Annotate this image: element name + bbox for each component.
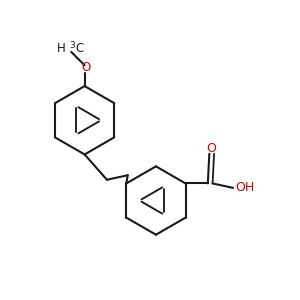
Text: 3: 3 [69,41,75,50]
Text: O: O [82,61,91,74]
Text: C: C [76,42,84,55]
Text: OH: OH [235,181,254,194]
Text: O: O [206,142,216,155]
Text: H: H [56,42,65,55]
